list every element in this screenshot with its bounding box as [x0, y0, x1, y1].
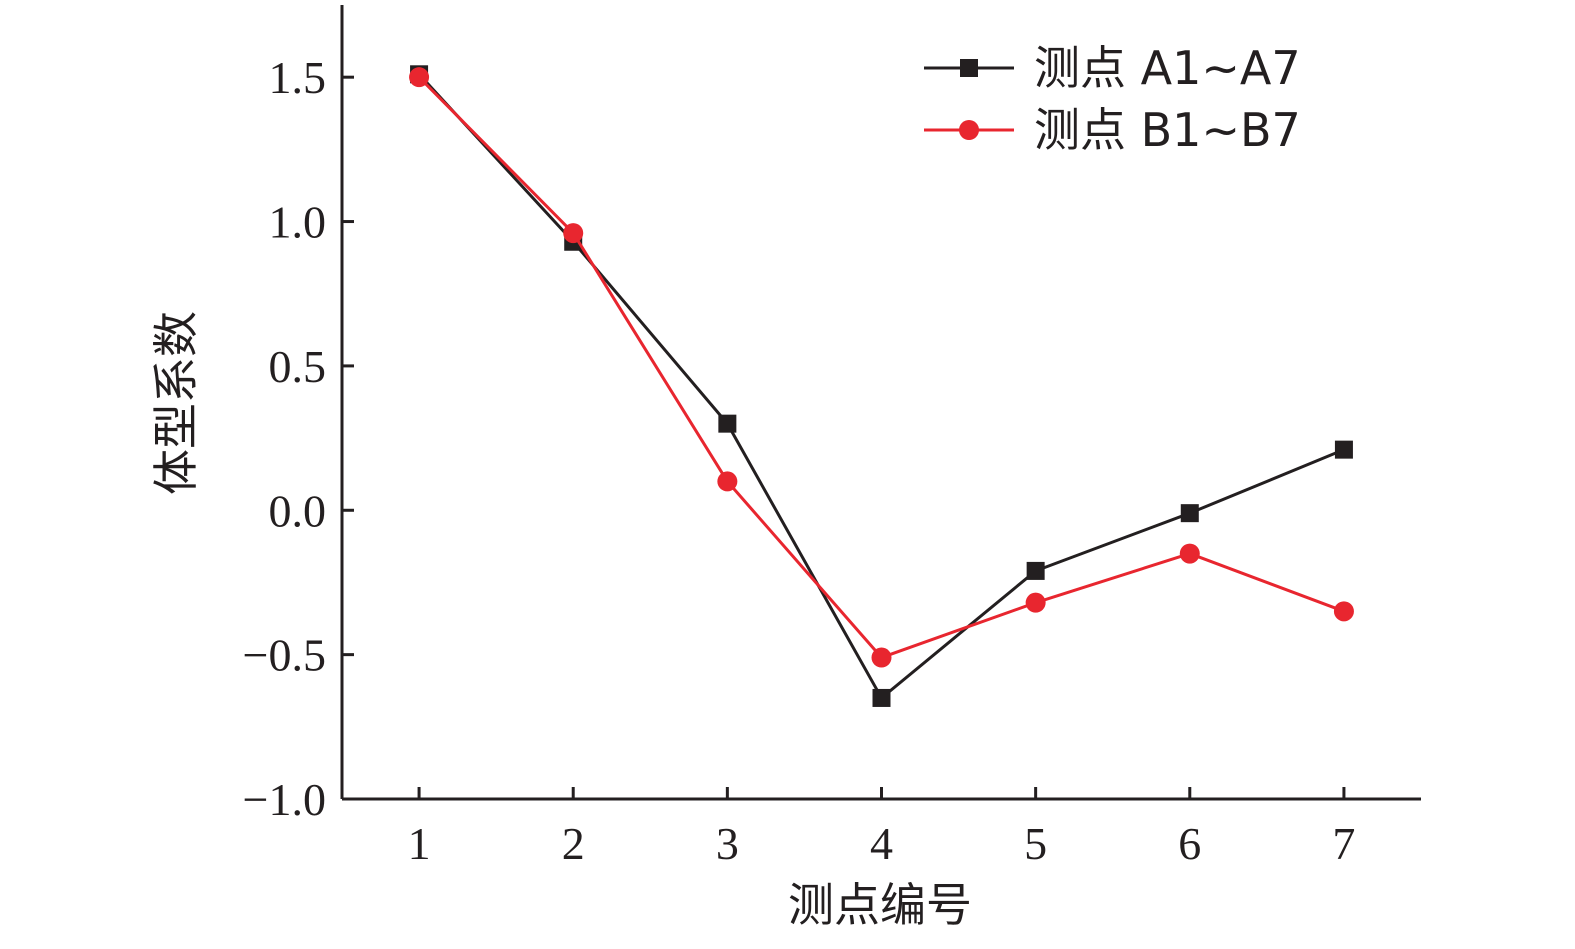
x-tick-label: 3 — [716, 818, 739, 869]
x-tick-label: 4 — [870, 818, 893, 869]
legend-item: 测点 A1~A7 — [924, 41, 1301, 95]
series-b — [409, 67, 1354, 668]
series-layer — [409, 65, 1354, 707]
data-point — [718, 414, 737, 433]
legend-item: 测点 B1~B7 — [924, 103, 1301, 157]
y-tick-label: 1.0 — [269, 197, 327, 248]
data-point — [1333, 601, 1354, 622]
x-tick-label: 2 — [562, 818, 585, 869]
x-tick-label: 1 — [408, 818, 431, 869]
data-point — [409, 67, 430, 88]
x-tick-label: 5 — [1024, 818, 1047, 869]
y-tick-label: 1.5 — [269, 52, 327, 103]
data-point — [1180, 504, 1199, 523]
data-point — [1025, 592, 1046, 613]
series-line — [417, 73, 1345, 700]
legend-marker — [960, 59, 978, 77]
y-tick-label: −1.0 — [243, 774, 326, 825]
y-axis-title: 体型系数 — [149, 311, 203, 495]
legend-label: 测点 A1~A7 — [1034, 41, 1301, 95]
y-tick-label: −0.5 — [243, 630, 326, 681]
y-axis-ticks: −1.0 −0.5 0.0 0.5 1.0 1.5 — [243, 52, 354, 825]
legend-label: 测点 B1~B7 — [1034, 103, 1301, 157]
data-point — [872, 688, 891, 707]
data-point — [1179, 543, 1200, 564]
x-axis-ticks: 1 2 3 4 5 6 7 — [408, 787, 1355, 869]
series-line — [418, 76, 1345, 660]
data-point — [871, 647, 892, 668]
y-tick-label: 0.5 — [269, 341, 327, 392]
data-point — [717, 471, 738, 492]
x-axis-title: 测点编号 — [788, 878, 972, 932]
legend: 测点 A1~A7 测点 B1~B7 — [924, 41, 1301, 157]
legend-marker — [959, 120, 979, 140]
series-a — [410, 65, 1353, 707]
data-point — [1026, 561, 1045, 580]
data-point — [563, 223, 584, 244]
x-tick-label: 6 — [1178, 818, 1201, 869]
data-point — [1334, 440, 1353, 459]
y-tick-label: 0.0 — [269, 485, 327, 536]
x-tick-label: 7 — [1332, 818, 1355, 869]
